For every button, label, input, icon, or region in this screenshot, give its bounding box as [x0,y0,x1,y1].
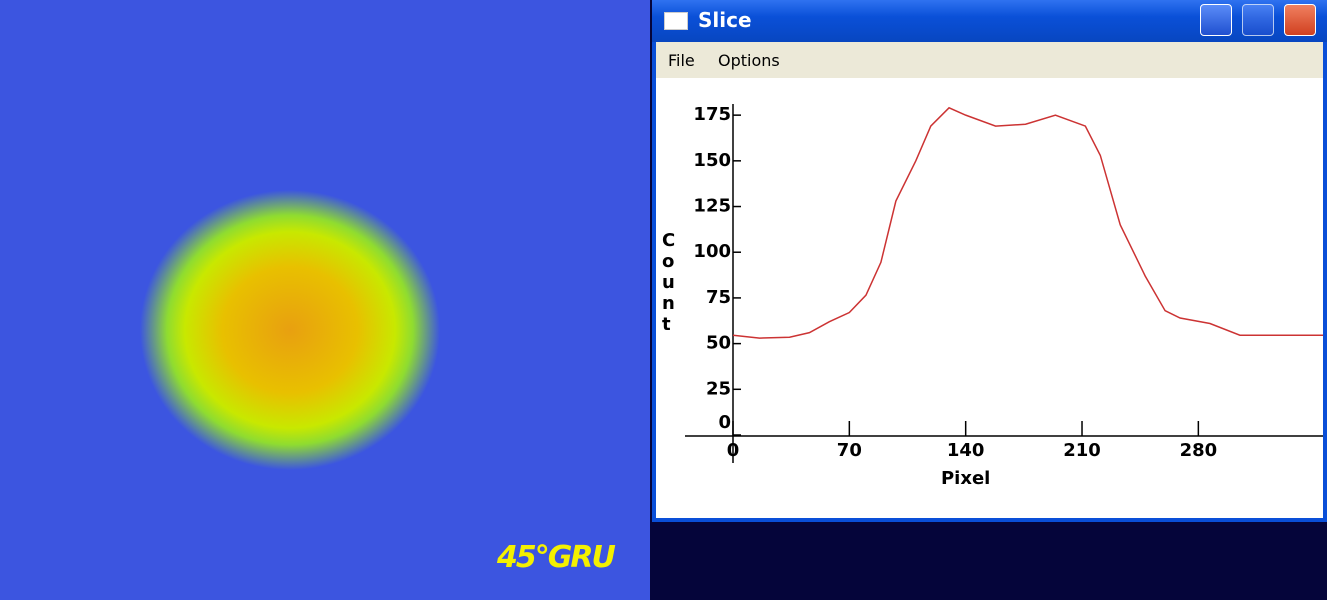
x-tick-label: 0 [727,440,740,461]
image-label: 45°GRU [497,540,616,575]
window-icon [664,12,688,30]
x-tick-label: 210 [1063,440,1101,461]
y-tick-label: 175 [693,104,731,125]
y-tick-label: 25 [706,378,731,399]
menu-item[interactable]: Options [718,51,780,70]
data-line [732,106,1323,339]
y-tick-label: 125 [693,196,731,217]
y-tick-label: 75 [706,287,731,308]
x-tick-label: 280 [1180,440,1218,461]
minimize-button[interactable] [1200,4,1232,36]
y-tick-label: 50 [706,333,731,354]
x-tick-label: 70 [837,440,862,461]
x-tick-label: 140 [947,440,985,461]
title-bar: Slice [652,0,1327,42]
window: Slice File Options Count 0 25 50 75 100 125 15… [652,0,1327,522]
x-axis-label: Pixel [941,468,990,489]
y-axis-label: Count [662,230,676,335]
heatmap-image: 45°GRU [0,0,650,600]
y-tick-label: 100 [693,241,731,262]
close-button[interactable] [1284,4,1316,36]
menu-bar: File Options [656,42,1323,78]
y-tick-label: 0 [718,412,731,433]
chart: 0 25 50 75 100 125 150 175 0 70 140 210 280 Pixel [685,104,1323,489]
chart-area: Count 0 25 50 75 100 125 150 175 0 70 140 210 280 Pix… [656,78,1323,518]
y-tick-label: 150 [693,150,731,171]
menu-item[interactable]: File [668,51,695,70]
maximize-button[interactable] [1242,4,1274,36]
window-title: Slice [698,8,752,32]
